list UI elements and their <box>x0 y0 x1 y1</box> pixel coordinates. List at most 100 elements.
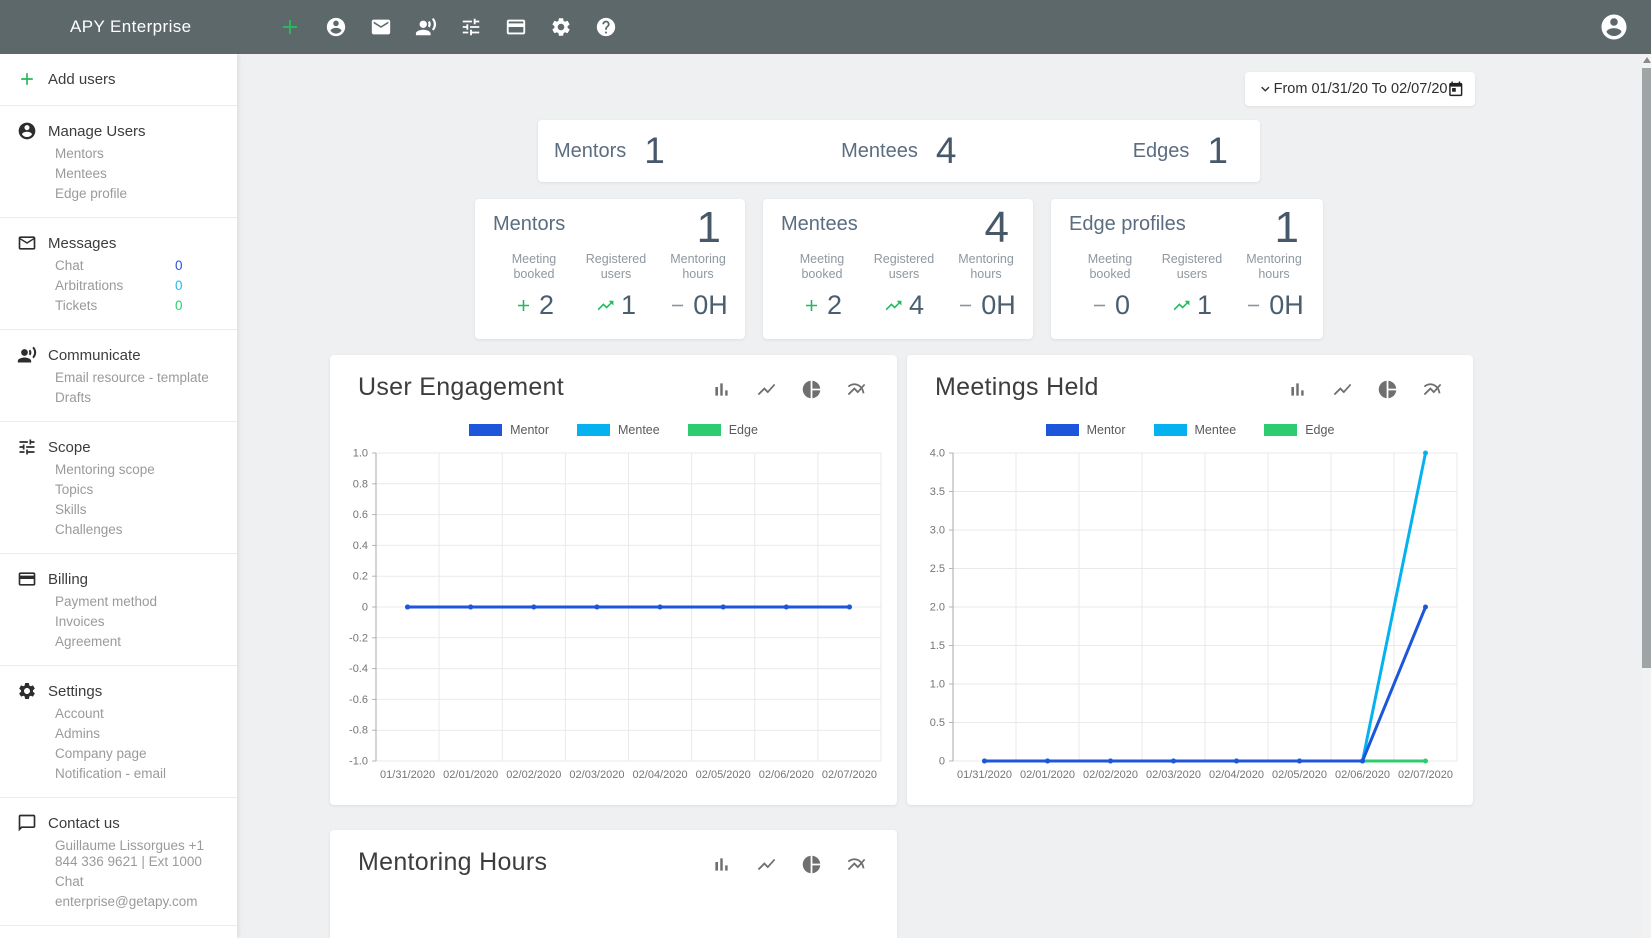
sidebar-item-scope[interactable]: Scope <box>0 434 237 460</box>
multiline-chart-icon[interactable] <box>846 854 867 875</box>
pie-chart-icon[interactable] <box>1377 379 1398 400</box>
meetings-held-chart: 4.03.53.02.52.01.51.00.5001/31/202002/01… <box>919 447 1461 787</box>
chart-toolbar <box>711 854 867 875</box>
sidebar-item-email-resource[interactable]: Email resource - template <box>0 368 237 388</box>
sidebar-item-notification-email[interactable]: Notification - email <box>0 764 237 784</box>
arbitrations-count: 0 <box>175 278 183 294</box>
sidebar-item-agreement[interactable]: Agreement <box>0 632 237 652</box>
sidebar-item-contact-us[interactable]: Contact us <box>0 810 237 836</box>
line-chart-icon[interactable] <box>756 379 777 400</box>
bar-chart-icon[interactable] <box>711 854 732 875</box>
legend-item-mentor[interactable]: Mentor <box>1046 423 1126 437</box>
sidebar-item-topics[interactable]: Topics <box>0 480 237 500</box>
sidebar-item-mentees[interactable]: Mentees <box>0 164 237 184</box>
minus-icon <box>956 296 975 315</box>
stat-registered-users: Registered users 1 <box>575 252 657 321</box>
sidebar-item-payment-method[interactable]: Payment method <box>0 592 237 612</box>
sidebar-item-settings[interactable]: Settings <box>0 678 237 704</box>
legend-item-mentor[interactable]: Mentor <box>469 423 549 437</box>
sidebar-item-account[interactable]: Account <box>0 704 237 724</box>
mail-outline-icon <box>17 233 37 253</box>
scroll-up-arrow[interactable] <box>1643 57 1651 63</box>
chart-toolbar <box>711 379 867 400</box>
tune-icon[interactable] <box>460 16 482 38</box>
sidebar-item-tickets[interactable]: Tickets 0 <box>0 296 237 316</box>
svg-text:02/05/2020: 02/05/2020 <box>696 769 751 781</box>
sidebar-item-label: Manage Users <box>48 123 146 140</box>
sidebar-item-communicate[interactable]: Communicate <box>0 342 237 368</box>
scrollbar-thumb[interactable] <box>1642 68 1651 668</box>
sidebar-item-messages[interactable]: Messages <box>0 230 237 256</box>
sidebar-item-company-page[interactable]: Company page <box>0 744 237 764</box>
avatar[interactable] <box>1599 12 1629 42</box>
line-chart-icon[interactable] <box>1332 379 1353 400</box>
bar-chart-icon[interactable] <box>1287 379 1308 400</box>
legend-swatch <box>688 424 721 436</box>
sidebar-item-label: Settings <box>48 683 102 700</box>
date-range-filter[interactable]: From 01/31/20 To 02/07/20 <box>1245 72 1475 106</box>
sidebar-item-mentoring-scope[interactable]: Mentoring scope <box>0 460 237 480</box>
stat-value: 1 <box>621 290 636 321</box>
sidebar-item-drafts[interactable]: Drafts <box>0 388 237 408</box>
sidebar-section-billing: Billing Payment method Invoices Agreemen… <box>0 554 237 666</box>
sidebar-subitem-label: Agreement <box>55 634 121 649</box>
legend-swatch <box>577 424 610 436</box>
multiline-chart-icon[interactable] <box>846 379 867 400</box>
sidebar-item-skills[interactable]: Skills <box>0 500 237 520</box>
mail-icon[interactable] <box>370 16 392 38</box>
sidebar-item-manage-users[interactable]: Manage Users <box>0 118 237 144</box>
record-voice-icon[interactable] <box>415 16 437 38</box>
payment-icon[interactable] <box>505 16 527 38</box>
sidebar-item-billing[interactable]: Billing <box>0 566 237 592</box>
sidebar-item-chat[interactable]: Chat 0 <box>0 256 237 276</box>
sidebar-item-mentors[interactable]: Mentors <box>0 144 237 164</box>
legend-item-edge[interactable]: Edge <box>688 423 758 437</box>
sidebar-item-challenges[interactable]: Challenges <box>0 520 237 540</box>
help-icon[interactable] <box>595 16 617 38</box>
mentees-stat-card: Mentees 4 Meeting booked 2 Registered us… <box>763 199 1033 339</box>
sidebar-item-contact-chat[interactable]: Chat <box>0 872 237 892</box>
legend-item-mentee[interactable]: Mentee <box>577 423 660 437</box>
svg-text:02/01/2020: 02/01/2020 <box>443 769 498 781</box>
line-chart-icon[interactable] <box>756 854 777 875</box>
svg-text:1.5: 1.5 <box>930 640 945 652</box>
stat-value: 0H <box>981 290 1016 321</box>
legend-item-mentee[interactable]: Mentee <box>1154 423 1237 437</box>
scrollbar-track[interactable] <box>1642 54 1651 938</box>
gear-icon <box>17 681 37 701</box>
multiline-chart-icon[interactable] <box>1422 379 1443 400</box>
minus-icon <box>668 296 687 315</box>
pie-chart-icon[interactable] <box>801 379 822 400</box>
stat-mentoring-hours: Mentoring hours 0H <box>657 252 739 321</box>
sidebar-item-admins[interactable]: Admins <box>0 724 237 744</box>
sidebar-item-edge-profile[interactable]: Edge profile <box>0 184 237 204</box>
settings-icon[interactable] <box>550 16 572 38</box>
sidebar-item-add-users[interactable]: Add users <box>0 66 237 92</box>
bar-chart-icon[interactable] <box>711 379 732 400</box>
sidebar-subitem-label: Mentees <box>55 166 107 181</box>
svg-text:02/02/2020: 02/02/2020 <box>506 769 561 781</box>
stat-label: Registered users <box>1151 252 1233 282</box>
sidebar-subitem-label: Topics <box>55 482 93 497</box>
sidebar-subitem-label: Email resource - template <box>55 370 209 385</box>
account-icon[interactable] <box>325 16 347 38</box>
sidebar-item-arbitrations[interactable]: Arbitrations 0 <box>0 276 237 296</box>
stat-value: 0 <box>1115 290 1130 321</box>
stat-card-total: 1 <box>697 203 721 253</box>
topbar: APY Enterprise <box>0 0 1651 54</box>
sidebar-subitem-label: Arbitrations <box>55 278 123 293</box>
sidebar-item-label: Add users <box>48 71 116 88</box>
legend-item-edge[interactable]: Edge <box>1264 423 1334 437</box>
add-icon[interactable] <box>278 15 302 39</box>
svg-text:-1.0: -1.0 <box>349 756 368 768</box>
contact-email[interactable]: enterprise@getapy.com <box>0 892 237 912</box>
pie-chart-icon[interactable] <box>801 854 822 875</box>
chart-title: Meetings Held <box>935 373 1099 402</box>
stat-label: Mentoring hours <box>1233 252 1315 282</box>
svg-text:02/05/2020: 02/05/2020 <box>1272 769 1327 781</box>
sidebar-item-invoices[interactable]: Invoices <box>0 612 237 632</box>
stat-registered-users: Registered users 1 <box>1151 252 1233 321</box>
sidebar-subitem-label: Chat <box>55 258 84 273</box>
stat-label: Registered users <box>575 252 657 282</box>
sidebar-subitem-label: Skills <box>55 502 87 517</box>
